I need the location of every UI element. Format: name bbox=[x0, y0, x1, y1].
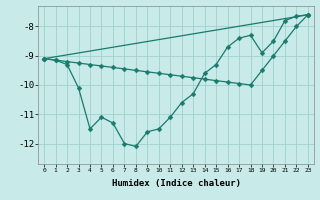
X-axis label: Humidex (Indice chaleur): Humidex (Indice chaleur) bbox=[111, 179, 241, 188]
